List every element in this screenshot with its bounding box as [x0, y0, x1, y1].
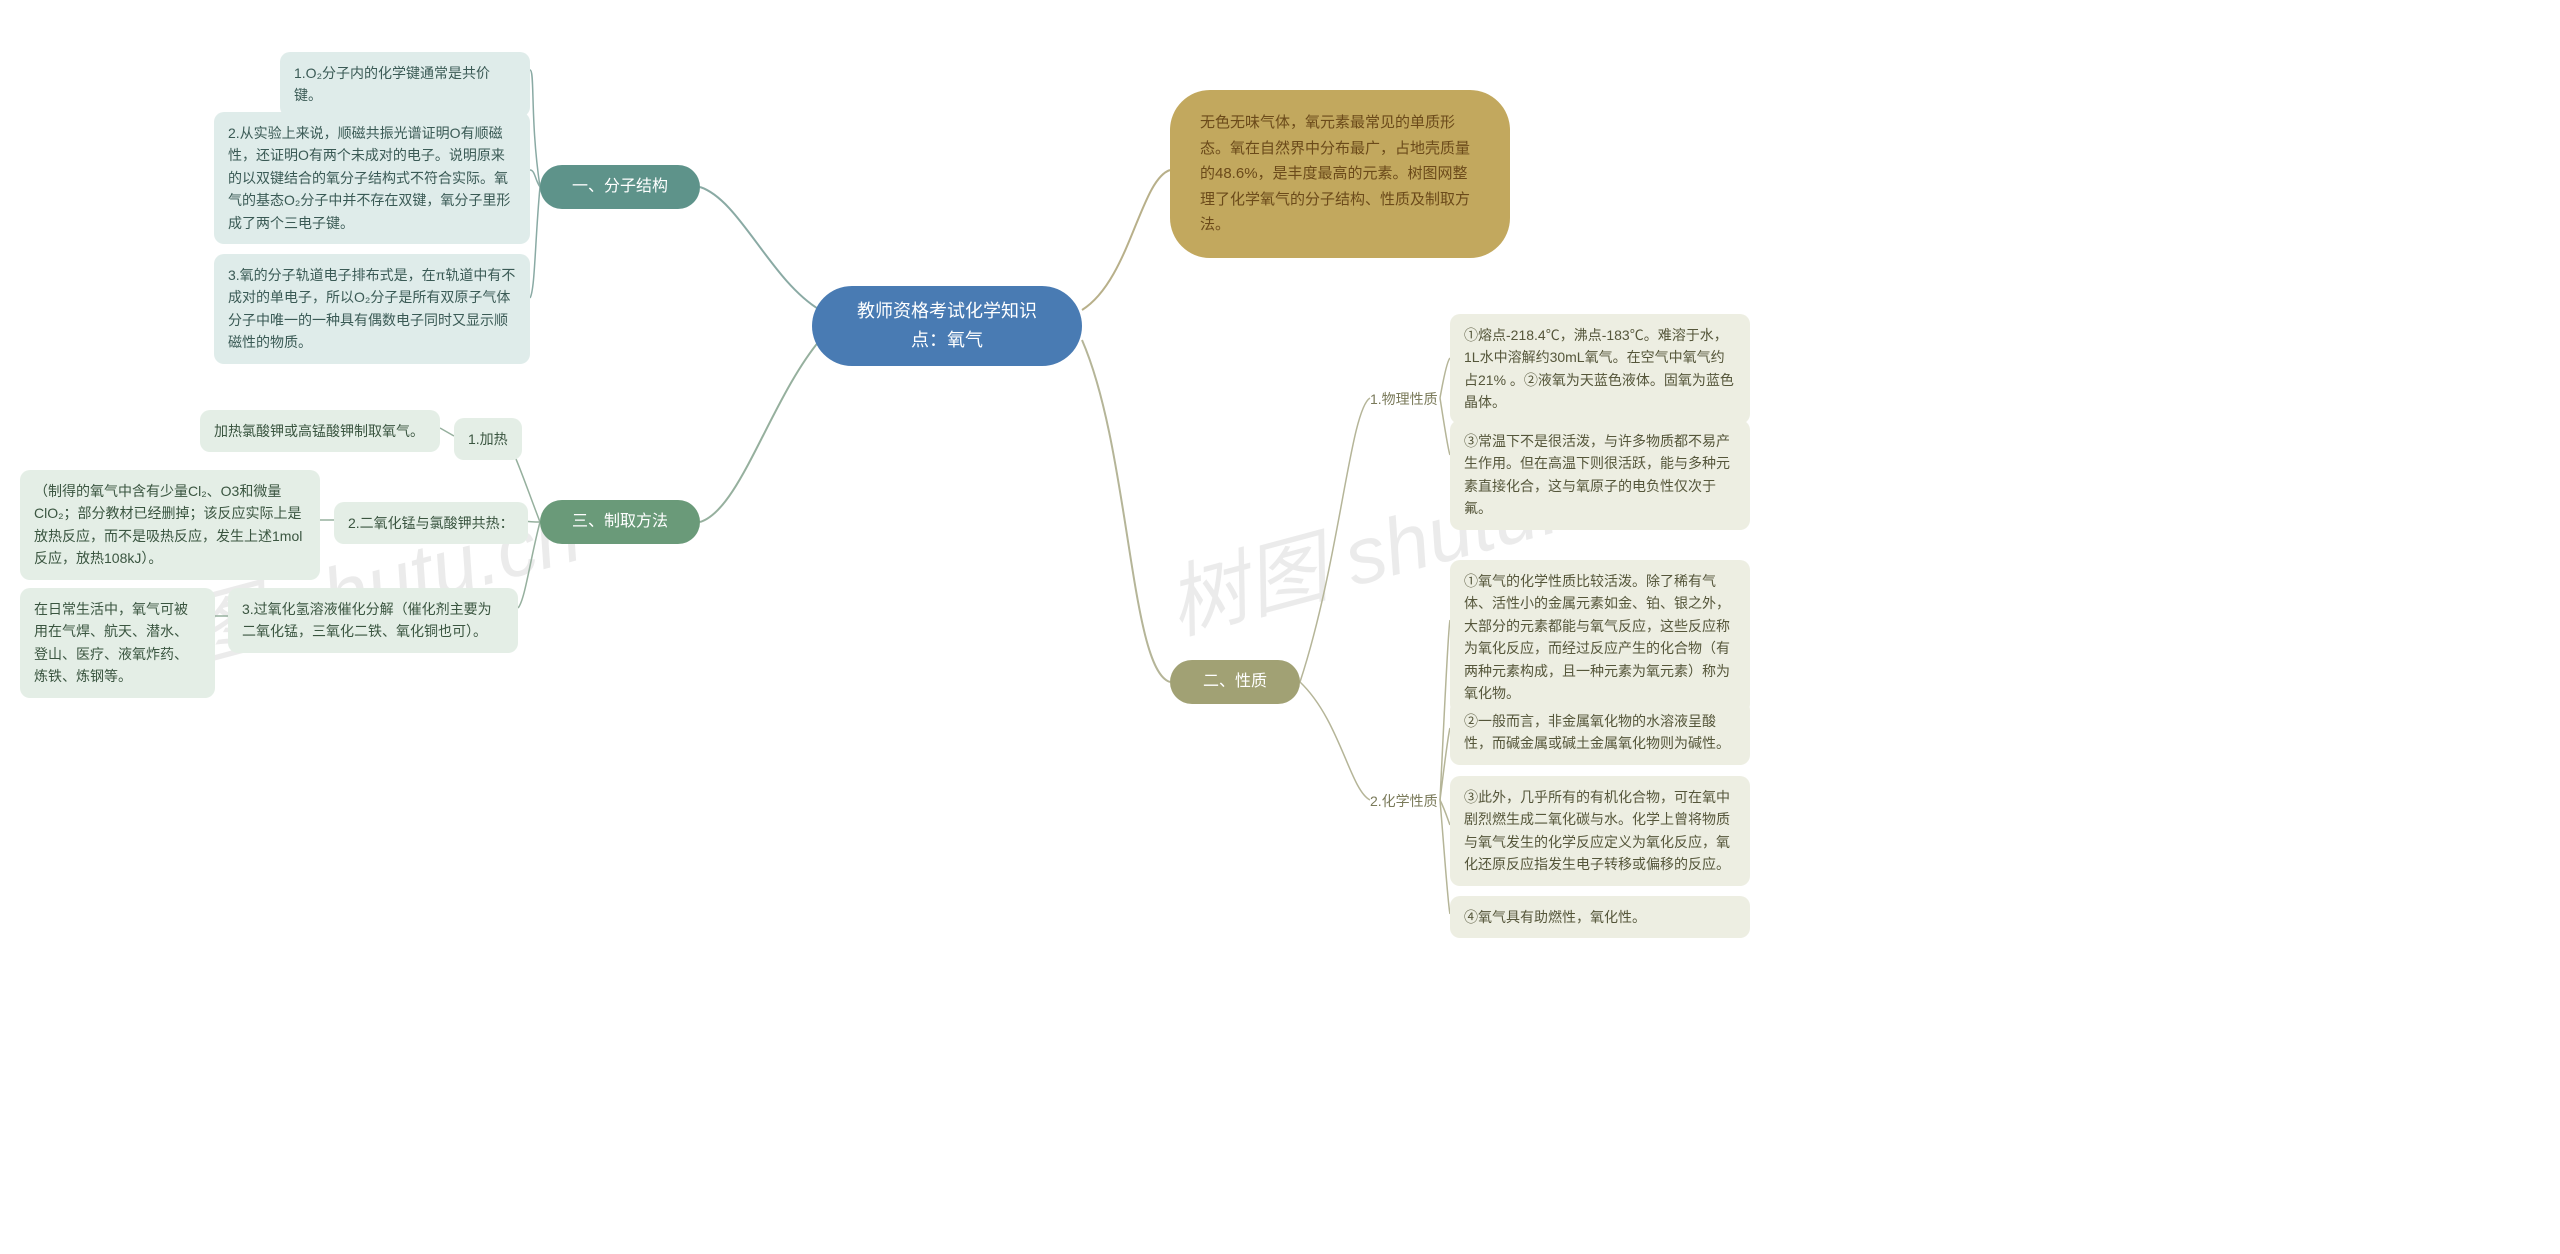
intro-text: 无色无味气体，氧元素最常见的单质形态。氧在自然界中分布最广，占地壳质量的48.6…: [1200, 114, 1470, 233]
leaf-3-1[interactable]: 加热氯酸钾或高锰酸钾制取氧气。: [200, 410, 440, 452]
leaf-text: 2.二氧化锰与氯酸钾共热：: [348, 515, 514, 531]
branch-3-label: 三、制取方法: [572, 509, 668, 535]
center-label: 教师资格考试化学知识点：氧气: [842, 297, 1052, 355]
branch-2[interactable]: 二、性质: [1170, 660, 1300, 704]
leaf-3-2[interactable]: （制得的氧气中含有少量Cl₂、O3和微量ClO₂；部分教材已经删掉；该反应实际上…: [20, 470, 320, 580]
branch-1[interactable]: 一、分子结构: [540, 165, 700, 209]
leaf-2-2-2[interactable]: ②一般而言，非金属氧化物的水溶液呈酸性，而碱金属或碱土金属氧化物则为碱性。: [1450, 700, 1750, 765]
branch-2-label: 二、性质: [1203, 669, 1267, 695]
center-node[interactable]: 教师资格考试化学知识点：氧气: [812, 286, 1082, 366]
leaf-2-2-3[interactable]: ③此外，几乎所有的有机化合物，可在氧中剧烈燃生成二氧化碳与水。化学上曾将物质与氧…: [1450, 776, 1750, 886]
mid-3-2[interactable]: 2.二氧化锰与氯酸钾共热：: [334, 502, 528, 544]
sub-2-1[interactable]: 1.物理性质: [1370, 388, 1438, 410]
leaf-text: 2.从实验上来说，顺磁共振光谱证明O有顺磁性，还证明O有两个未成对的电子。说明原…: [228, 125, 510, 231]
leaf-1-1[interactable]: 1.O₂分子内的化学键通常是共价键。: [280, 52, 530, 117]
leaf-text: 在日常生活中，氧气可被用在气焊、航天、潜水、登山、医疗、液氧炸药、炼铁、炼钢等。: [34, 601, 188, 684]
leaf-text: 1.加热: [468, 431, 508, 447]
leaf-text: 3.过氧化氢溶液催化分解（催化剂主要为二氧化锰，三氧化二铁、氧化铜也可）。: [242, 601, 492, 639]
sub-label: 1.物理性质: [1370, 391, 1438, 407]
sub-2-2[interactable]: 2.化学性质: [1370, 790, 1438, 812]
branch-1-label: 一、分子结构: [572, 174, 668, 200]
leaf-text: ③常温下不是很活泼，与许多物质都不易产生作用。但在高温下则很活跃，能与多种元素直…: [1464, 433, 1730, 516]
sub-label: 2.化学性质: [1370, 793, 1438, 809]
branch-3[interactable]: 三、制取方法: [540, 500, 700, 544]
leaf-text: ①熔点-218.4℃，沸点-183℃。难溶于水，1L水中溶解约30mL氧气。在空…: [1464, 327, 1734, 410]
mid-3-1[interactable]: 1.加热: [454, 418, 522, 460]
leaf-text: （制得的氧气中含有少量Cl₂、O3和微量ClO₂；部分教材已经删掉；该反应实际上…: [34, 483, 302, 566]
leaf-3-3[interactable]: 在日常生活中，氧气可被用在气焊、航天、潜水、登山、医疗、液氧炸药、炼铁、炼钢等。: [20, 588, 215, 698]
leaf-text: ①氧气的化学性质比较活泼。除了稀有气体、活性小的金属元素如金、铂、银之外，大部分…: [1464, 573, 1730, 701]
intro-node[interactable]: 无色无味气体，氧元素最常见的单质形态。氧在自然界中分布最广，占地壳质量的48.6…: [1170, 90, 1510, 258]
leaf-2-2-4[interactable]: ④氧气具有助燃性，氧化性。: [1450, 896, 1750, 938]
leaf-2-2-1[interactable]: ①氧气的化学性质比较活泼。除了稀有气体、活性小的金属元素如金、铂、银之外，大部分…: [1450, 560, 1750, 714]
leaf-2-1-1[interactable]: ①熔点-218.4℃，沸点-183℃。难溶于水，1L水中溶解约30mL氧气。在空…: [1450, 314, 1750, 424]
leaf-1-2[interactable]: 2.从实验上来说，顺磁共振光谱证明O有顺磁性，还证明O有两个未成对的电子。说明原…: [214, 112, 530, 244]
leaf-text: ③此外，几乎所有的有机化合物，可在氧中剧烈燃生成二氧化碳与水。化学上曾将物质与氧…: [1464, 789, 1730, 872]
leaf-2-1-2[interactable]: ③常温下不是很活泼，与许多物质都不易产生作用。但在高温下则很活跃，能与多种元素直…: [1450, 420, 1750, 530]
mid-3-3[interactable]: 3.过氧化氢溶液催化分解（催化剂主要为二氧化锰，三氧化二铁、氧化铜也可）。: [228, 588, 518, 653]
leaf-text: 3.氧的分子轨道电子排布式是，在π轨道中有不成对的单电子，所以O₂分子是所有双原…: [228, 267, 515, 350]
leaf-text: 1.O₂分子内的化学键通常是共价键。: [294, 65, 490, 103]
leaf-1-3[interactable]: 3.氧的分子轨道电子排布式是，在π轨道中有不成对的单电子，所以O₂分子是所有双原…: [214, 254, 530, 364]
leaf-text: ②一般而言，非金属氧化物的水溶液呈酸性，而碱金属或碱土金属氧化物则为碱性。: [1464, 713, 1730, 751]
leaf-text: 加热氯酸钾或高锰酸钾制取氧气。: [214, 423, 424, 439]
leaf-text: ④氧气具有助燃性，氧化性。: [1464, 909, 1646, 925]
